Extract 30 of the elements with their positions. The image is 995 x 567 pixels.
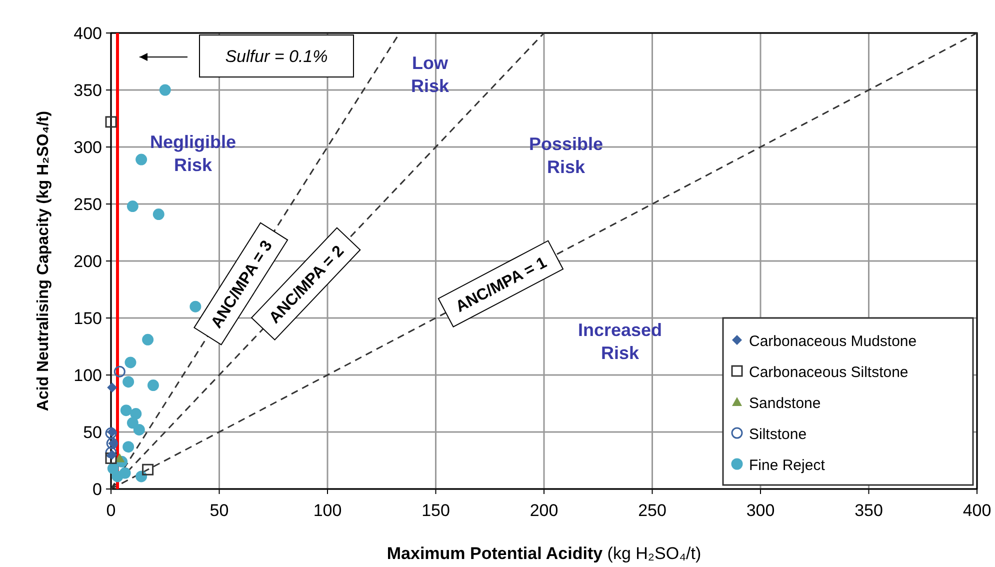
x-tick-label: 0 — [106, 501, 116, 520]
y-tick-label: 0 — [92, 480, 102, 499]
x-tick-label: 350 — [854, 501, 883, 520]
annotation: Sulfur = 0.1% — [225, 47, 328, 66]
y-tick-label: 300 — [74, 138, 102, 157]
x-axis-title: Maximum Potential Acidity (kg H₂SO₄/t) — [386, 544, 702, 563]
annotation: Possible Risk — [528, 134, 604, 177]
annotation: Low Risk — [410, 53, 450, 96]
x-tick-label: 100 — [313, 501, 342, 520]
y-tick-label: 200 — [74, 252, 102, 271]
annotation: Negligible Risk — [150, 132, 236, 175]
legend-label: Carbonaceous Siltstone — [749, 364, 908, 381]
y-tick-label: 150 — [74, 309, 102, 328]
x-tick-label: 200 — [530, 501, 558, 520]
y-tick-label: 100 — [74, 366, 102, 385]
y-tick-label: 250 — [74, 195, 102, 214]
y-tick-label: 350 — [74, 81, 102, 100]
y-tick-label: 50 — [83, 423, 102, 442]
x-tick-label: 250 — [638, 501, 666, 520]
x-tick-label: 50 — [210, 501, 229, 520]
x-tick-label: 400 — [962, 501, 992, 520]
legend-label: Fine Reject — [749, 457, 826, 474]
y-tick-label: 400 — [74, 24, 102, 43]
y-axis-title: Acid Neutralising Capacity (kg H₂SO₄/t) — [35, 110, 52, 412]
legend-label: Carbonaceous Mudstone — [749, 333, 917, 350]
annotation: Increased Risk — [578, 320, 662, 363]
x-tick-label: 300 — [746, 501, 775, 520]
legend-label: Sandstone — [749, 395, 821, 412]
x-tick-label: 150 — [422, 501, 450, 520]
legend-label: Siltstone — [749, 426, 807, 443]
